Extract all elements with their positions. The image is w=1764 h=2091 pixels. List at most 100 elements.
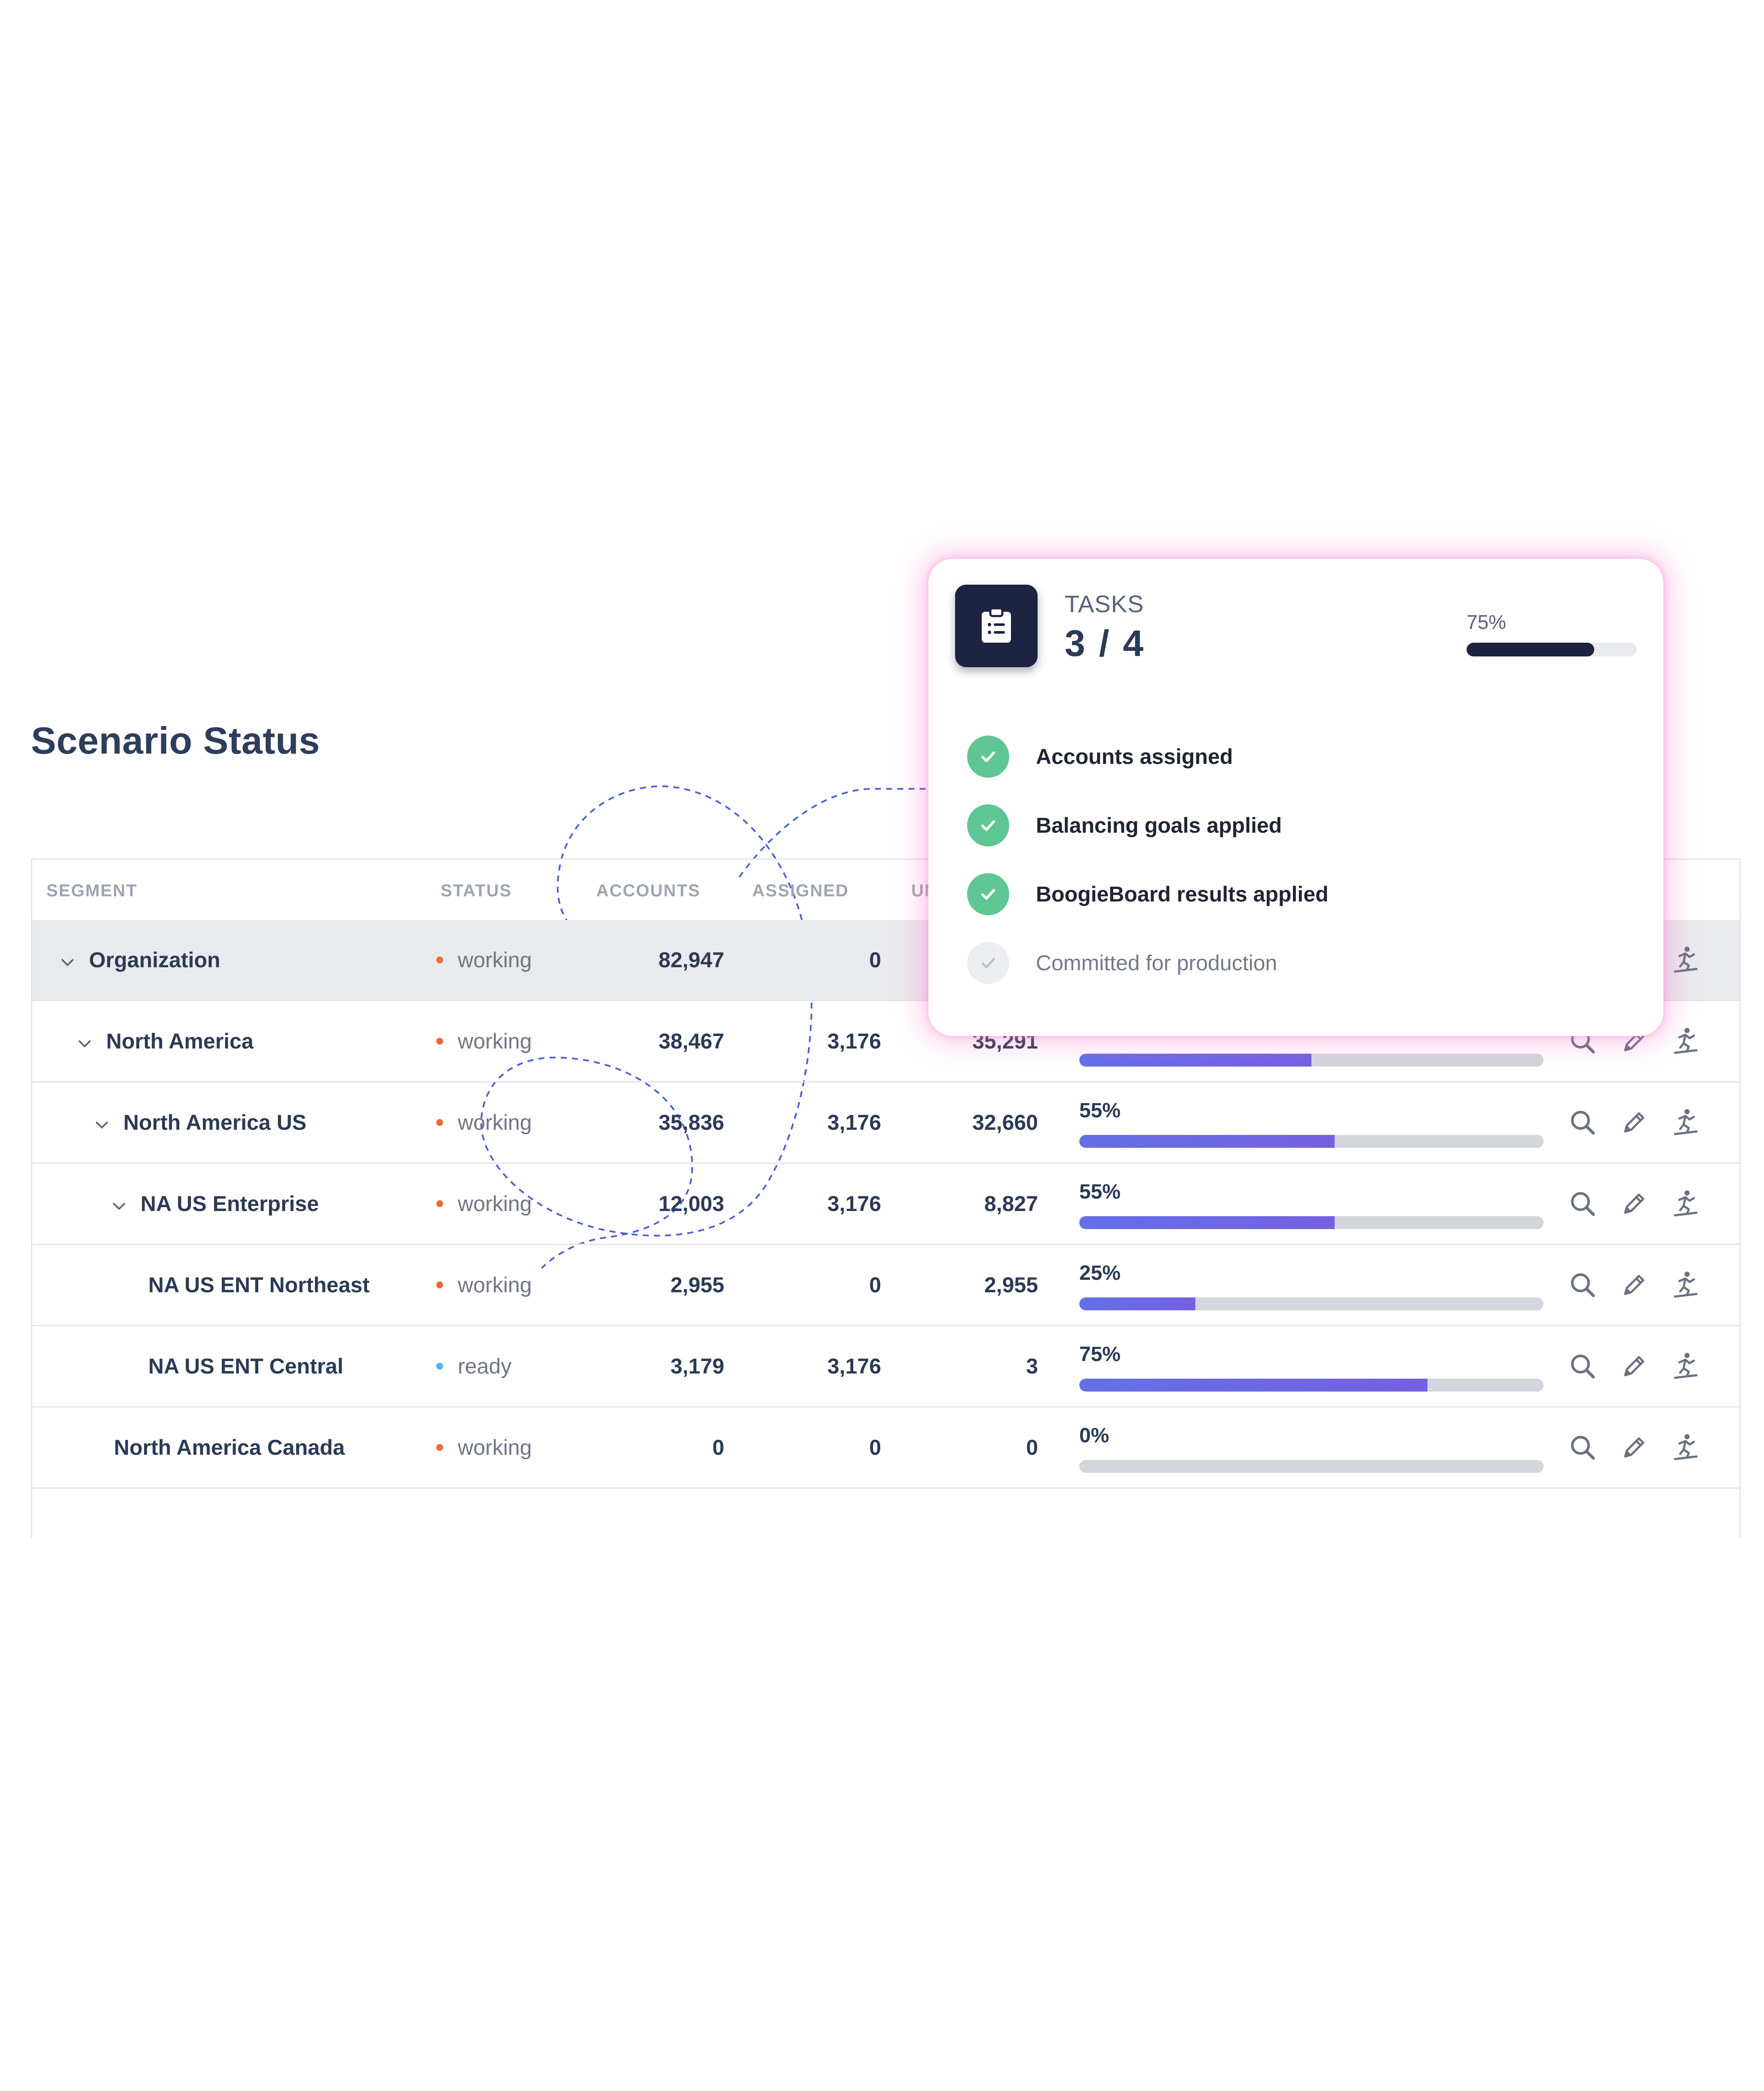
- segment-name: North America US: [123, 1110, 307, 1134]
- progress-fill: [1079, 1297, 1195, 1310]
- progress-fill: [1079, 1379, 1427, 1392]
- progress-bar: [1079, 1135, 1544, 1148]
- progress-cell: [1079, 1001, 1544, 1081]
- segment-cell[interactable]: Organization: [59, 920, 220, 1000]
- status-cell: working: [436, 1245, 532, 1325]
- segment-name: NA US ENT Northeast: [148, 1273, 370, 1297]
- segment-cell[interactable]: NA US ENT Northeast: [148, 1245, 370, 1325]
- chevron-down-icon[interactable]: [59, 951, 76, 969]
- chevron-down-icon[interactable]: [110, 1195, 128, 1212]
- page-title: Scenario Status: [31, 719, 320, 762]
- tasks-count: 3 / 4: [1065, 623, 1145, 664]
- chevron-down-icon[interactable]: [93, 1114, 110, 1131]
- tasks-progress-fill: [1467, 643, 1594, 656]
- search-icon[interactable]: [1568, 1432, 1598, 1462]
- surfer-icon[interactable]: [1671, 1107, 1701, 1137]
- accounts-cell: 35,836: [658, 1110, 724, 1134]
- status-text: working: [458, 948, 532, 972]
- surfer-icon[interactable]: [1671, 1432, 1701, 1462]
- progress-percent: 0%: [1079, 1424, 1109, 1447]
- unassigned-cell: 8,827: [984, 1192, 1038, 1216]
- segment-name: NA US ENT Central: [148, 1354, 343, 1378]
- header-segment[interactable]: SEGMENT: [46, 881, 138, 900]
- table-row[interactable]: NA US Enterprise working 12,003 3,176 8,827 5…: [32, 1164, 1740, 1245]
- surfer-icon[interactable]: [1671, 1026, 1701, 1056]
- progress-cell: 55%: [1079, 1082, 1544, 1162]
- accounts-cell: 2,955: [670, 1273, 724, 1297]
- progress-bar: [1079, 1297, 1544, 1310]
- status-dot: [436, 1119, 443, 1126]
- pencil-icon[interactable]: [1619, 1270, 1649, 1300]
- header-assigned[interactable]: ASSIGNED: [752, 881, 849, 900]
- accounts-cell: 12,003: [658, 1192, 724, 1216]
- status-dot: [436, 957, 443, 963]
- search-icon[interactable]: [1568, 1107, 1598, 1137]
- unassigned-cell: 3: [1026, 1354, 1038, 1378]
- tasks-percent: 75%: [1467, 611, 1507, 633]
- task-item[interactable]: Committed for production: [967, 941, 1277, 984]
- assigned-cell: 3,176: [827, 1110, 881, 1134]
- chevron-down-icon[interactable]: [76, 1033, 93, 1050]
- table-row[interactable]: NA US ENT Northeast working 2,955 0 2,955 25%: [32, 1245, 1740, 1326]
- header-accounts[interactable]: ACCOUNTS: [596, 881, 701, 900]
- task-item[interactable]: BoogieBoard results applied: [967, 873, 1329, 916]
- segment-cell[interactable]: North America Canada: [114, 1407, 345, 1487]
- check-circle-icon: [967, 736, 1009, 778]
- progress-fill: [1079, 1135, 1335, 1148]
- status-text: working: [458, 1273, 532, 1297]
- pencil-icon[interactable]: [1619, 1189, 1649, 1219]
- progress-bar: [1079, 1216, 1544, 1229]
- unassigned-cell: 32,660: [972, 1110, 1038, 1134]
- check-circle-icon: [967, 873, 1009, 915]
- pencil-icon[interactable]: [1619, 1107, 1649, 1137]
- assigned-cell: 3,176: [827, 1029, 881, 1053]
- search-icon[interactable]: [1568, 1189, 1598, 1219]
- table-row[interactable]: North America US working 35,836 3,176 32,660…: [32, 1082, 1740, 1164]
- segment-cell[interactable]: North America: [76, 1001, 254, 1081]
- task-item[interactable]: Balancing goals applied: [967, 804, 1282, 847]
- status-cell: working: [436, 1407, 532, 1487]
- progress-percent: 55%: [1079, 1099, 1121, 1122]
- table-row[interactable]: North America Canada working 0 0 0 0%: [32, 1407, 1740, 1489]
- progress-percent: 75%: [1079, 1343, 1121, 1366]
- status-cell: ready: [436, 1326, 511, 1406]
- surfer-icon[interactable]: [1671, 1189, 1701, 1219]
- assigned-cell: 3,176: [827, 1192, 881, 1216]
- surfer-icon[interactable]: [1671, 945, 1701, 975]
- tasks-popover: TASKS 3 / 4 75% Accounts assigned Balanci…: [928, 559, 1663, 1036]
- progress-cell: 25%: [1079, 1245, 1544, 1325]
- unassigned-cell: 0: [1026, 1435, 1038, 1459]
- task-item[interactable]: Accounts assigned: [967, 735, 1233, 778]
- accounts-cell: 38,467: [658, 1029, 724, 1053]
- segment-cell[interactable]: NA US Enterprise: [110, 1164, 319, 1244]
- pencil-icon[interactable]: [1619, 1351, 1649, 1381]
- assigned-cell: 3,176: [827, 1354, 881, 1378]
- search-icon[interactable]: [1568, 1351, 1598, 1381]
- segment-cell[interactable]: NA US ENT Central: [148, 1326, 343, 1406]
- assigned-cell: 0: [869, 1273, 881, 1297]
- status-dot: [436, 1444, 443, 1451]
- progress-cell: 75%: [1079, 1326, 1544, 1406]
- status-cell: working: [436, 920, 532, 1000]
- progress-bar: [1079, 1379, 1544, 1392]
- surfer-icon[interactable]: [1671, 1270, 1701, 1300]
- status-cell: working: [436, 1082, 532, 1162]
- status-dot: [436, 1282, 443, 1288]
- task-label: BoogieBoard results applied: [1036, 882, 1329, 906]
- surfer-icon[interactable]: [1671, 1351, 1701, 1381]
- status-text: working: [458, 1110, 532, 1134]
- segment-name: NA US Enterprise: [141, 1192, 319, 1216]
- search-icon[interactable]: [1568, 1270, 1598, 1300]
- segment-cell[interactable]: North America US: [93, 1082, 306, 1162]
- progress-fill: [1079, 1054, 1311, 1067]
- task-label: Committed for production: [1036, 951, 1277, 975]
- table-row[interactable]: North America working 38,467 3,176 35,291: [32, 1001, 1740, 1082]
- progress-percent: 55%: [1079, 1180, 1121, 1203]
- header-status[interactable]: STATUS: [441, 881, 512, 900]
- pencil-icon[interactable]: [1619, 1432, 1649, 1462]
- status-cell: working: [436, 1001, 532, 1081]
- clipboard-list-icon: [955, 585, 1038, 667]
- segment-name: North America: [106, 1029, 254, 1053]
- table-row[interactable]: NA US ENT Central ready 3,179 3,176 3 75%: [32, 1326, 1740, 1407]
- status-cell: working: [436, 1164, 532, 1244]
